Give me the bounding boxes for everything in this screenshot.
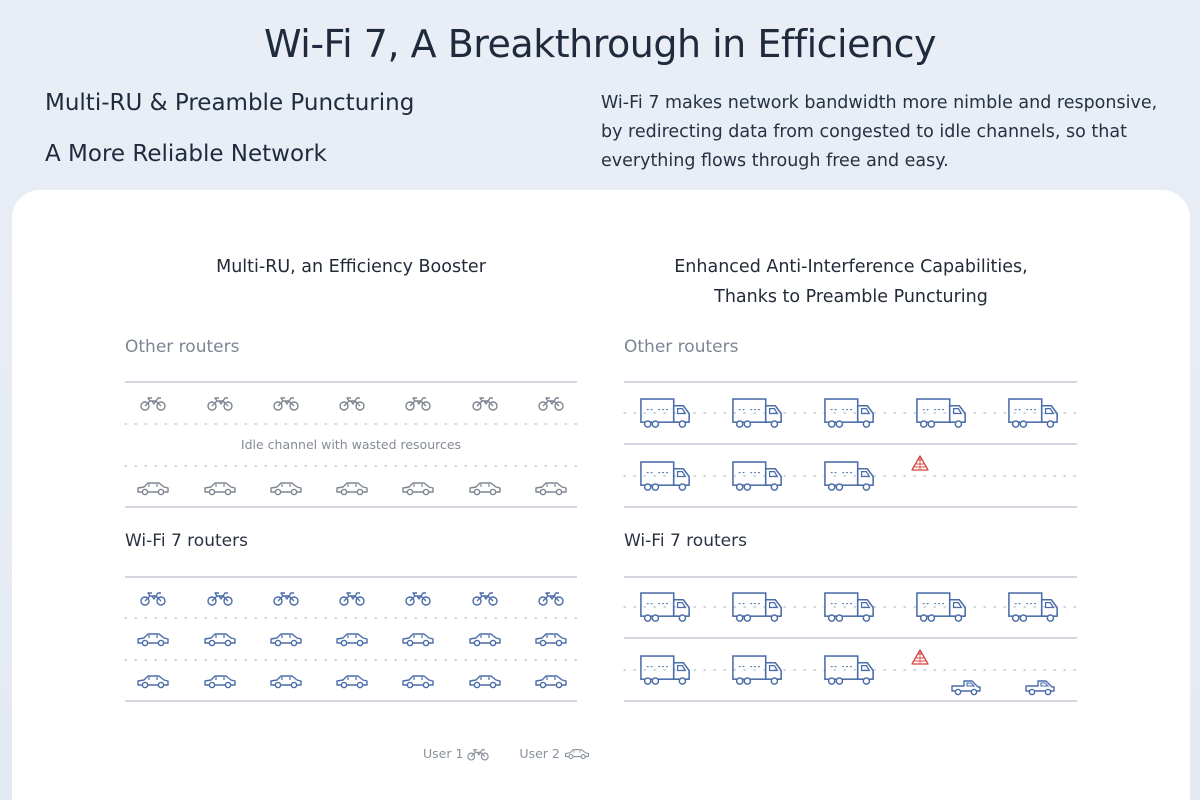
car-icon: [469, 675, 501, 689]
legend-user-2: User 2: [519, 746, 589, 761]
car-icon: [469, 482, 501, 496]
left-panel-title: Multi-RU, an Efficiency Booster: [216, 257, 486, 277]
right-other-routers-label: Other routers: [624, 337, 739, 357]
section-heading-reliable-network[interactable]: A More Reliable Network: [45, 141, 327, 167]
diagram-card: [12, 190, 1190, 800]
idle-channel-note: Idle channel with wasted resources: [241, 437, 461, 452]
motorbike-icon: [207, 397, 233, 411]
pickup-truck-icon: [951, 680, 981, 696]
car-icon: [336, 482, 368, 496]
motorbike-icon: [273, 592, 299, 606]
legend-user-2-label: User 2: [519, 746, 560, 761]
car-icon: [336, 633, 368, 647]
motorbike-icon: [339, 592, 365, 606]
left-other-routers-label: Other routers: [125, 337, 240, 357]
car-icon: [270, 482, 302, 496]
car-icon: [402, 633, 434, 647]
motorbike-icon: [405, 397, 431, 411]
left-wifi7-routers-label: Wi-Fi 7 routers: [125, 531, 248, 551]
motorbike-icon: [339, 397, 365, 411]
right-wifi7-routers-label: Wi-Fi 7 routers: [624, 531, 747, 551]
legend: User 1 User 2: [423, 746, 614, 761]
car-icon: [204, 482, 236, 496]
motorbike-icon: [140, 397, 166, 411]
car-icon: [564, 747, 590, 760]
truck-icon: [732, 398, 782, 428]
car-icon: [535, 675, 567, 689]
motorbike-icon: [273, 397, 299, 411]
car-icon: [535, 633, 567, 647]
motorbike-icon: [207, 592, 233, 606]
motorbike-icon: [467, 747, 489, 761]
car-icon: [137, 675, 169, 689]
car-icon: [336, 675, 368, 689]
truck-icon: [1008, 398, 1058, 428]
right-panel-title-line-2: Thanks to Preamble Puncturing: [714, 287, 988, 307]
car-icon: [204, 633, 236, 647]
legend-user-1-label: User 1: [423, 746, 464, 761]
motorbike-icon: [472, 397, 498, 411]
warning-cone-icon: [911, 455, 929, 471]
motorbike-icon: [140, 592, 166, 606]
lane-lines: [124, 381, 1078, 702]
truck-icon: [824, 398, 874, 428]
legend-user-1: User 1: [423, 746, 489, 761]
section-heading-multi-ru[interactable]: Multi-RU & Preamble Puncturing: [45, 90, 415, 116]
motorbike-icon: [405, 592, 431, 606]
car-icon: [469, 633, 501, 647]
car-icon: [270, 633, 302, 647]
truck-icon: [732, 461, 782, 491]
motorbike-icon: [538, 592, 564, 606]
motorbike-icon: [472, 592, 498, 606]
car-icon: [270, 675, 302, 689]
truck-icon: [824, 655, 874, 685]
truck-icon: [732, 655, 782, 685]
truck-icon: [1008, 592, 1058, 622]
truck-icon: [824, 461, 874, 491]
car-icon: [137, 633, 169, 647]
warning-cone-icon: [911, 649, 929, 665]
car-icon: [204, 675, 236, 689]
pickup-truck-icon: [1025, 680, 1055, 696]
right-panel-title-line-1: Enhanced Anti-Interference Capabilities,: [674, 257, 1028, 277]
truck-icon: [824, 592, 874, 622]
right-panel-title: Enhanced Anti-Interference Capabilities,…: [624, 252, 1078, 312]
page-title: Wi-Fi 7, A Breakthrough in Efficiency: [264, 22, 936, 66]
car-icon: [402, 482, 434, 496]
motorbike-icon: [538, 397, 564, 411]
truck-icon: [732, 592, 782, 622]
car-icon: [402, 675, 434, 689]
section-description: Wi-Fi 7 makes network bandwidth more nim…: [601, 93, 1158, 171]
car-icon: [137, 482, 169, 496]
car-icon: [535, 482, 567, 496]
